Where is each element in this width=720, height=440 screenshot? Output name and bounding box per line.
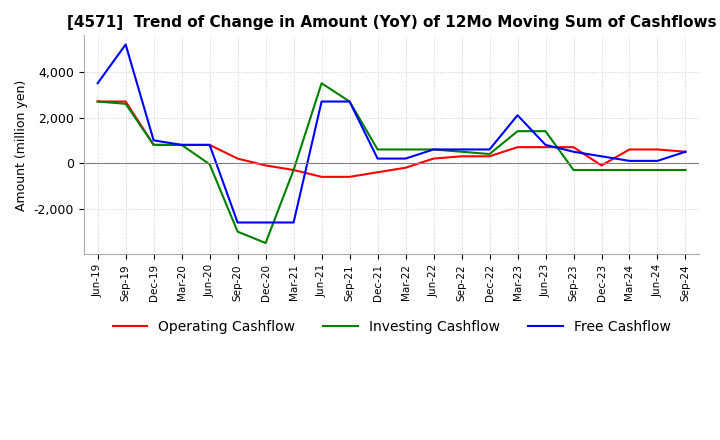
Free Cashflow <box>289 220 298 225</box>
Free Cashflow <box>94 81 102 86</box>
Title: [4571]  Trend of Change in Amount (YoY) of 12Mo Moving Sum of Cashflows: [4571] Trend of Change in Amount (YoY) o… <box>67 15 716 30</box>
Free Cashflow <box>597 154 606 159</box>
Free Cashflow <box>653 158 662 164</box>
Operating Cashflow <box>233 156 242 161</box>
Operating Cashflow <box>122 99 130 104</box>
Investing Cashflow <box>261 240 270 246</box>
Operating Cashflow <box>261 163 270 168</box>
Free Cashflow <box>122 42 130 47</box>
Investing Cashflow <box>541 128 550 134</box>
Operating Cashflow <box>429 156 438 161</box>
Free Cashflow <box>401 156 410 161</box>
Investing Cashflow <box>346 99 354 104</box>
Operating Cashflow <box>570 144 578 150</box>
Operating Cashflow <box>681 149 690 154</box>
Operating Cashflow <box>94 99 102 104</box>
Investing Cashflow <box>597 167 606 172</box>
Investing Cashflow <box>122 101 130 106</box>
Free Cashflow <box>233 220 242 225</box>
Operating Cashflow <box>625 147 634 152</box>
Y-axis label: Amount (million yen): Amount (million yen) <box>15 79 28 210</box>
Free Cashflow <box>149 138 158 143</box>
Operating Cashflow <box>485 154 494 159</box>
Operating Cashflow <box>457 154 466 159</box>
Investing Cashflow <box>653 167 662 172</box>
Free Cashflow <box>177 142 186 147</box>
Operating Cashflow <box>149 142 158 147</box>
Operating Cashflow <box>289 167 298 172</box>
Investing Cashflow <box>570 167 578 172</box>
Free Cashflow <box>373 156 382 161</box>
Operating Cashflow <box>401 165 410 170</box>
Free Cashflow <box>457 147 466 152</box>
Line: Investing Cashflow: Investing Cashflow <box>98 83 685 243</box>
Legend: Operating Cashflow, Investing Cashflow, Free Cashflow: Operating Cashflow, Investing Cashflow, … <box>107 315 676 340</box>
Investing Cashflow <box>401 147 410 152</box>
Investing Cashflow <box>318 81 326 86</box>
Investing Cashflow <box>457 149 466 154</box>
Free Cashflow <box>513 113 522 118</box>
Operating Cashflow <box>373 170 382 175</box>
Investing Cashflow <box>233 229 242 234</box>
Free Cashflow <box>429 147 438 152</box>
Operating Cashflow <box>318 174 326 180</box>
Investing Cashflow <box>289 167 298 172</box>
Free Cashflow <box>485 147 494 152</box>
Investing Cashflow <box>373 147 382 152</box>
Free Cashflow <box>261 220 270 225</box>
Free Cashflow <box>541 142 550 147</box>
Line: Free Cashflow: Free Cashflow <box>98 44 685 223</box>
Operating Cashflow <box>597 163 606 168</box>
Free Cashflow <box>681 149 690 154</box>
Line: Operating Cashflow: Operating Cashflow <box>98 102 685 177</box>
Free Cashflow <box>625 158 634 164</box>
Investing Cashflow <box>205 161 214 167</box>
Free Cashflow <box>570 149 578 154</box>
Investing Cashflow <box>625 167 634 172</box>
Investing Cashflow <box>177 142 186 147</box>
Investing Cashflow <box>681 167 690 172</box>
Free Cashflow <box>205 142 214 147</box>
Operating Cashflow <box>653 147 662 152</box>
Operating Cashflow <box>177 142 186 147</box>
Operating Cashflow <box>346 174 354 180</box>
Investing Cashflow <box>485 151 494 157</box>
Free Cashflow <box>318 99 326 104</box>
Operating Cashflow <box>541 144 550 150</box>
Investing Cashflow <box>149 142 158 147</box>
Free Cashflow <box>346 99 354 104</box>
Operating Cashflow <box>205 142 214 147</box>
Investing Cashflow <box>429 147 438 152</box>
Operating Cashflow <box>513 144 522 150</box>
Investing Cashflow <box>513 128 522 134</box>
Investing Cashflow <box>94 99 102 104</box>
